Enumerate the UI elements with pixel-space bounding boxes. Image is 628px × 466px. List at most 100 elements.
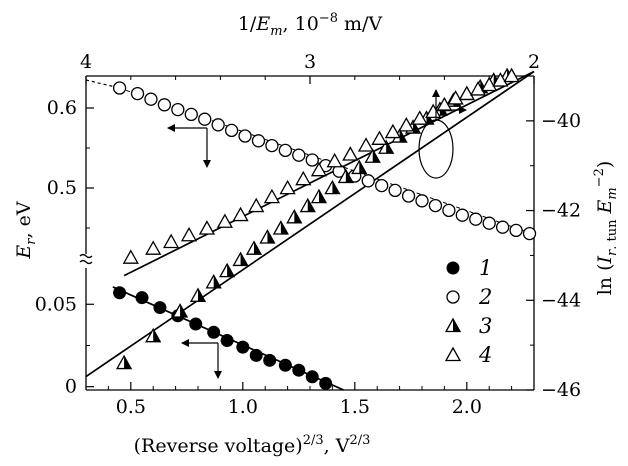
data-point-series-4 xyxy=(263,188,281,204)
data-point-series-4 xyxy=(310,161,328,177)
data-point-series-2 xyxy=(522,226,537,241)
data-point-series-4 xyxy=(145,240,162,255)
right-axis-title: ln (Ir. tun Em−2) xyxy=(592,161,620,296)
right-tick-label: −40 xyxy=(541,110,581,132)
data-point-series-1 xyxy=(278,358,292,372)
x-tick-label: 1.0 xyxy=(228,396,258,418)
legend-marker xyxy=(446,261,460,275)
left-axis-title: Er, eV xyxy=(13,201,39,259)
left-tick-label: 0.05 xyxy=(35,293,77,315)
data-point-series-2 xyxy=(415,194,429,208)
right-axis-ticks: −40 −42 −44 −46 xyxy=(526,75,581,401)
x-tick-label: 0.5 xyxy=(116,396,146,418)
data-point-series-2 xyxy=(442,203,456,218)
data-point-series-3 xyxy=(171,303,189,318)
data-points xyxy=(112,67,537,390)
data-point-series-4 xyxy=(122,249,139,264)
x-axis-title: (Reverse voltage)2/3, V2/3 xyxy=(134,433,371,457)
right-tick-label: −46 xyxy=(541,379,581,401)
data-point-series-4 xyxy=(458,85,475,101)
data-point-series-1 xyxy=(236,340,250,354)
data-point-series-3 xyxy=(351,159,368,175)
x2-tick-label: 3 xyxy=(304,51,316,73)
data-point-series-4 xyxy=(216,213,233,228)
data-point-series-2 xyxy=(278,143,293,158)
data-point-series-2 xyxy=(251,134,266,148)
left-axis-ticks: 0.5 0.6 0 0.05 xyxy=(35,97,94,398)
data-point-series-4 xyxy=(503,67,520,83)
data-point-series-3 xyxy=(219,262,236,278)
data-point-series-2 xyxy=(509,223,523,238)
data-point-series-4 xyxy=(398,117,415,132)
fit-line-series-4 xyxy=(123,70,535,277)
data-point-series-4 xyxy=(198,220,216,235)
data-point-series-4 xyxy=(371,130,388,145)
data-point-series-3 xyxy=(232,251,249,267)
data-point-series-2 xyxy=(144,92,158,106)
data-point-series-2 xyxy=(428,198,443,213)
data-point-series-2 xyxy=(455,208,469,222)
data-point-series-2 xyxy=(157,98,172,112)
data-point-series-2 xyxy=(401,189,416,203)
legend-label: 3 xyxy=(479,314,492,338)
data-point-series-2 xyxy=(482,216,496,230)
data-point-series-3 xyxy=(145,327,162,343)
data-point-series-3 xyxy=(299,197,316,213)
data-point-series-2 xyxy=(112,81,127,95)
left-tick-label: 0 xyxy=(65,376,77,398)
data-point-series-3 xyxy=(205,274,222,289)
data-point-series-4 xyxy=(180,226,198,242)
data-point-series-2 xyxy=(361,174,375,188)
data-point-series-4 xyxy=(481,76,498,92)
plot-frame xyxy=(78,75,535,391)
data-point-series-3 xyxy=(272,220,289,235)
data-point-series-3 xyxy=(189,287,207,302)
x2-axis-ticks: 4 3 2 xyxy=(80,51,540,84)
legend-label: 2 xyxy=(478,285,492,309)
legend-marker xyxy=(444,317,462,333)
x-tick-label: 2.0 xyxy=(452,396,482,418)
left-tick-label: 0.6 xyxy=(47,97,77,119)
annotations xyxy=(167,89,467,379)
data-point-series-4 xyxy=(492,72,509,87)
x-axis-ticks: 0.5 1.0 1.5 2.0 xyxy=(107,382,513,418)
ellipse-series-3-4 xyxy=(418,119,454,179)
data-point-series-2 xyxy=(375,178,389,193)
data-point-series-2 xyxy=(184,107,198,122)
data-point-series-1 xyxy=(263,353,277,367)
data-point-series-1 xyxy=(207,325,221,339)
data-point-series-4 xyxy=(411,110,428,125)
data-point-series-1 xyxy=(319,376,333,390)
data-point-series-4 xyxy=(447,90,464,105)
data-point-series-3 xyxy=(364,148,381,163)
axis-break-mark xyxy=(79,259,93,265)
data-point-series-1 xyxy=(292,363,306,377)
fit-line-series-3 xyxy=(85,70,535,378)
data-point-series-2 xyxy=(171,102,185,117)
data-point-series-4 xyxy=(232,206,249,222)
axis-break-mark xyxy=(79,253,93,259)
legend-label: 1 xyxy=(479,256,492,280)
data-point-series-2 xyxy=(130,86,145,101)
data-point-series-3 xyxy=(310,188,328,204)
data-point-series-3 xyxy=(378,139,395,154)
data-point-series-2 xyxy=(211,118,225,132)
data-point-series-4 xyxy=(163,233,180,249)
data-point-series-3 xyxy=(337,168,354,184)
data-point-series-2 xyxy=(305,153,319,167)
data-point-series-3 xyxy=(245,240,263,255)
data-point-series-1 xyxy=(305,370,319,384)
legend: 1 2 3 4 xyxy=(444,256,492,367)
legend-marker xyxy=(446,290,460,304)
data-point-series-4 xyxy=(279,179,296,195)
data-point-series-1 xyxy=(135,291,149,305)
data-point-series-2 xyxy=(292,148,306,162)
data-point-series-4 xyxy=(384,123,401,139)
data-point-series-2 xyxy=(198,112,212,126)
x-tick-label: 1.5 xyxy=(340,396,370,418)
x2-tick-label: 4 xyxy=(80,51,92,73)
left-tick-label: 0.5 xyxy=(47,177,77,199)
data-point-series-4 xyxy=(326,152,343,168)
